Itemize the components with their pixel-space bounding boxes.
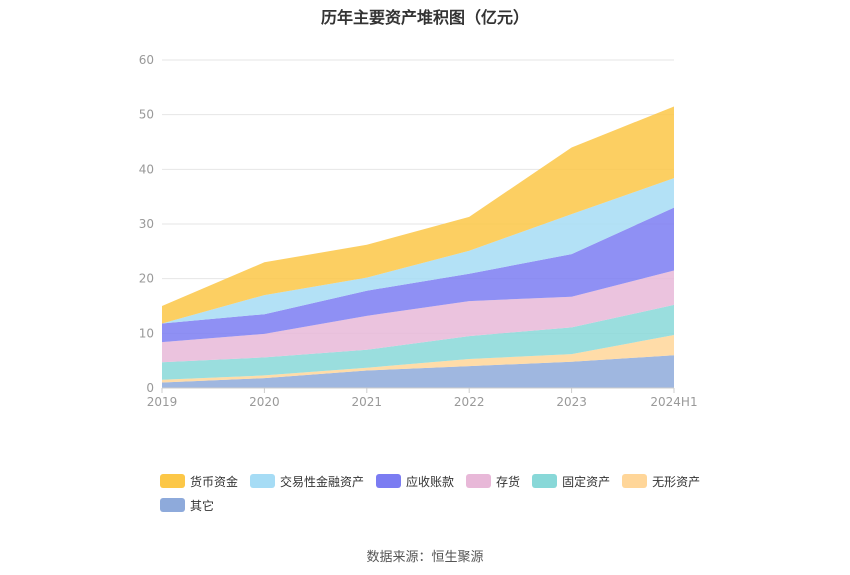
area-series-2[interactable] xyxy=(162,304,674,380)
area-series-6[interactable] xyxy=(162,106,674,324)
y-tick-label: 50 xyxy=(139,108,154,122)
legend: 货币资金 交易性金融资产 应收账款 存货 固定资产 无形资产其它 xyxy=(160,473,720,521)
chart-title: 历年主要资产堆积图（亿元） xyxy=(320,8,529,27)
y-tick-label: 0 xyxy=(146,381,154,395)
legend-label: 存货 xyxy=(496,474,521,489)
legend-label: 应收账款 xyxy=(406,474,455,489)
area-series-5[interactable] xyxy=(162,178,674,324)
y-tick-label: 20 xyxy=(139,272,154,286)
legend-item[interactable]: 其它 xyxy=(160,497,214,513)
area-series-3[interactable] xyxy=(162,270,674,363)
legend-swatch xyxy=(250,474,276,488)
x-tick-label: 2023 xyxy=(556,395,587,409)
y-tick-label: 30 xyxy=(139,217,154,231)
legend-item[interactable]: 固定资产 xyxy=(532,473,610,489)
legend-swatch xyxy=(466,474,492,488)
legend-label: 无形资产 xyxy=(652,474,701,489)
x-tick-label: 2019 xyxy=(147,395,178,409)
legend-label: 货币资金 xyxy=(190,474,239,489)
legend-swatch xyxy=(160,498,185,512)
legend-swatch xyxy=(160,474,185,488)
area-chart: 0 10 20 30 40 50 60 2019 2020 2021 2022 2023 2024H1 xyxy=(139,53,698,409)
legend-swatch xyxy=(622,474,648,488)
legend-label: 交易性金融资产 xyxy=(280,474,365,489)
x-tick-label: 2024H1 xyxy=(650,395,697,409)
x-tick-label: 2020 xyxy=(249,395,280,409)
legend-item[interactable]: 无形资产 xyxy=(622,473,700,489)
legend-swatch xyxy=(376,474,402,488)
y-tick-label: 60 xyxy=(139,53,154,67)
area-series-0[interactable] xyxy=(162,355,674,388)
area-series-1[interactable] xyxy=(162,334,674,383)
y-tick-label: 40 xyxy=(139,162,154,176)
legend-swatch xyxy=(532,474,558,488)
y-tick-label: 10 xyxy=(139,326,154,340)
data-source: 数据来源：恒生聚源 xyxy=(366,550,484,565)
x-tick-label: 2022 xyxy=(454,395,485,409)
axes: 0 10 20 30 40 50 60 2019 2020 2021 2022 2023 2024H1 xyxy=(139,53,698,409)
legend-item[interactable]: 应收账款 xyxy=(376,473,454,489)
stacked-areas xyxy=(162,106,674,388)
legend-item[interactable]: 存货 xyxy=(466,473,520,489)
area-series-4[interactable] xyxy=(162,207,674,343)
legend-item[interactable]: 货币资金 xyxy=(160,473,238,489)
x-tick-label: 2021 xyxy=(352,395,383,409)
legend-label: 固定资产 xyxy=(562,474,611,489)
legend-item[interactable]: 交易性金融资产 xyxy=(250,473,364,489)
legend-label: 其它 xyxy=(190,498,215,513)
